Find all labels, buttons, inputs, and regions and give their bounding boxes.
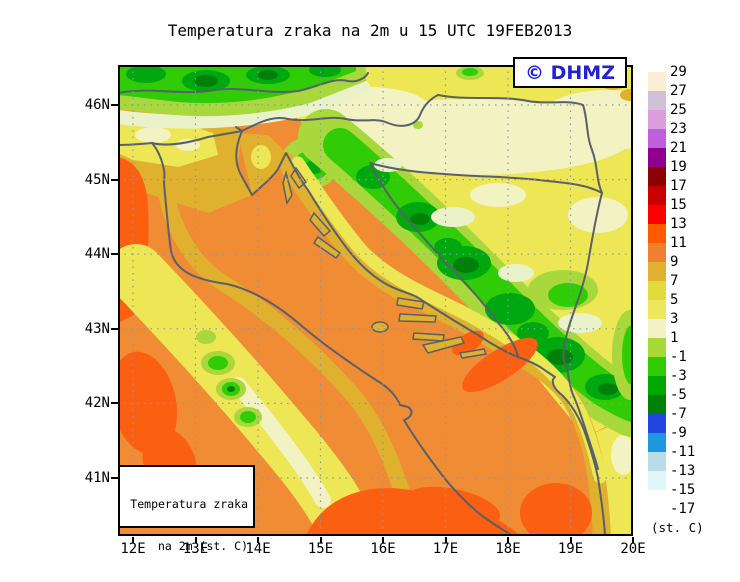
lat-tick-41N — [111, 477, 118, 479]
colorbar-swatch-15to17 — [648, 186, 666, 205]
lat-tick-43N — [111, 327, 118, 330]
colorbar-tick--13: -13 — [670, 463, 696, 479]
lon-tick-14E — [257, 537, 259, 543]
colorbar-tick-21: 21 — [670, 140, 687, 156]
colorbar-unit-label: (st. C) — [651, 520, 704, 535]
figure-title: Temperatura zraka na 2m u 15 UTC 19FEB20… — [167, 21, 573, 40]
colorbar-tick-9: 9 — [670, 254, 679, 270]
lat-label-41N: 41N — [84, 470, 110, 486]
lon-label-15E: 15E — [307, 541, 334, 557]
colorbar-swatch-23to25 — [648, 110, 666, 129]
colorbar-tick-27: 27 — [670, 83, 687, 99]
lon-label-13E: 13E — [182, 541, 209, 557]
lon-tick-13E — [194, 537, 197, 543]
lon-label-20E: 20E — [620, 541, 646, 557]
colorbar-swatch-1to3 — [648, 319, 666, 338]
temperature-field — [118, 65, 633, 536]
colorbar-swatch--17to-15 — [648, 490, 666, 509]
lon-tick-19E — [569, 537, 572, 543]
adriatic-islands — [282, 166, 488, 359]
lon-label-19E: 19E — [557, 541, 584, 557]
colorbar-tick-29: 29 — [670, 64, 687, 80]
colorbar-swatch--3to-1 — [648, 357, 666, 376]
colorbar-swatch-17to19 — [648, 167, 666, 186]
colorbar-tick-23: 23 — [670, 121, 687, 137]
colorbar-swatch-11to13 — [648, 224, 666, 243]
lon-tick-17E — [444, 537, 447, 543]
colorbar-tick--7: -7 — [670, 406, 687, 422]
lon-label-16E: 16E — [370, 541, 396, 557]
colorbar-swatch--9to-7 — [648, 414, 666, 433]
colorbar-swatch--15to-13 — [648, 471, 666, 490]
lat-label-46N: 46N — [84, 97, 110, 113]
colorbar-tick-19: 19 — [670, 159, 687, 175]
colorbar-swatch-19to21 — [648, 148, 666, 167]
colorbar-tick--11: -11 — [670, 444, 696, 460]
colorbar-tick-11: 11 — [670, 235, 687, 251]
colorbar-swatch-21to23 — [648, 129, 666, 148]
colorbar-tick--9: -9 — [670, 425, 687, 441]
colorbar-tick--15: -15 — [670, 482, 696, 498]
colorbar-swatch--5to-3 — [648, 376, 666, 395]
colorbar-tick-25: 25 — [670, 102, 687, 118]
colorbar-swatch--1to1 — [648, 338, 666, 357]
colorbar-tick-3: 3 — [670, 311, 679, 327]
colorbar-swatch-25to27 — [648, 91, 666, 110]
lon-tick-18E — [507, 537, 509, 543]
colorbar-tick-15: 15 — [670, 197, 687, 213]
lon-label-12E: 12E — [120, 541, 146, 557]
colorbar-swatch-5to7 — [648, 281, 666, 300]
colorbar-swatch--7to-5 — [648, 395, 666, 414]
lon-tick-20E — [632, 537, 634, 543]
lat-label-45N: 45N — [84, 171, 110, 188]
colorbar-swatch-3to5 — [648, 300, 666, 319]
colorbar-swatch-9to11 — [648, 243, 666, 262]
lon-label-18E: 18E — [495, 541, 521, 557]
colorbar-tick--3: -3 — [670, 368, 687, 384]
colorbar-tick-13: 13 — [670, 216, 687, 232]
colorbar-swatch-7to9 — [648, 262, 666, 281]
lon-tick-15E — [319, 537, 322, 543]
lon-label-14E: 14E — [245, 541, 271, 557]
colorbar-swatch--13to-11 — [648, 452, 666, 471]
colorbar-tick--5: -5 — [670, 387, 687, 403]
legend-line-1: Temperatura zraka — [130, 497, 248, 511]
lat-tick-46N — [111, 104, 118, 106]
legend-line-2: na 2m (st. C) — [157, 539, 248, 553]
lon-tick-16E — [382, 537, 384, 543]
colorbar-tick-7: 7 — [670, 273, 679, 289]
colorbar-swatch-13to15 — [648, 205, 666, 224]
colorbar-tick--17: -17 — [670, 501, 696, 517]
colorbar-tick-5: 5 — [670, 292, 679, 308]
temperature-map — [118, 65, 633, 536]
colorbar-tick--1: -1 — [670, 349, 687, 365]
lat-tick-45N — [111, 178, 118, 181]
map-legend-box: Temperatura zraka na 2m (st. C) start 00… — [118, 465, 255, 582]
colorbar-swatch-27to29 — [648, 72, 666, 91]
lon-label-17E: 17E — [432, 541, 459, 557]
lat-tick-44N — [111, 253, 118, 256]
dhmz-watermark-text: © DHMZ — [525, 61, 615, 84]
colorbar-tick-17: 17 — [670, 178, 687, 194]
dhmz-watermark-box: © DHMZ — [513, 57, 627, 88]
lat-label-43N: 43N — [84, 320, 110, 337]
coastlines-borders — [118, 72, 606, 536]
lat-label-44N: 44N — [84, 246, 110, 263]
lon-tick-12E — [132, 537, 134, 543]
colorbar-tick-1: 1 — [670, 330, 679, 346]
lat-tick-42N — [111, 402, 118, 405]
colorbar-swatch--11to-9 — [648, 433, 666, 452]
lat-label-42N: 42N — [84, 395, 110, 412]
